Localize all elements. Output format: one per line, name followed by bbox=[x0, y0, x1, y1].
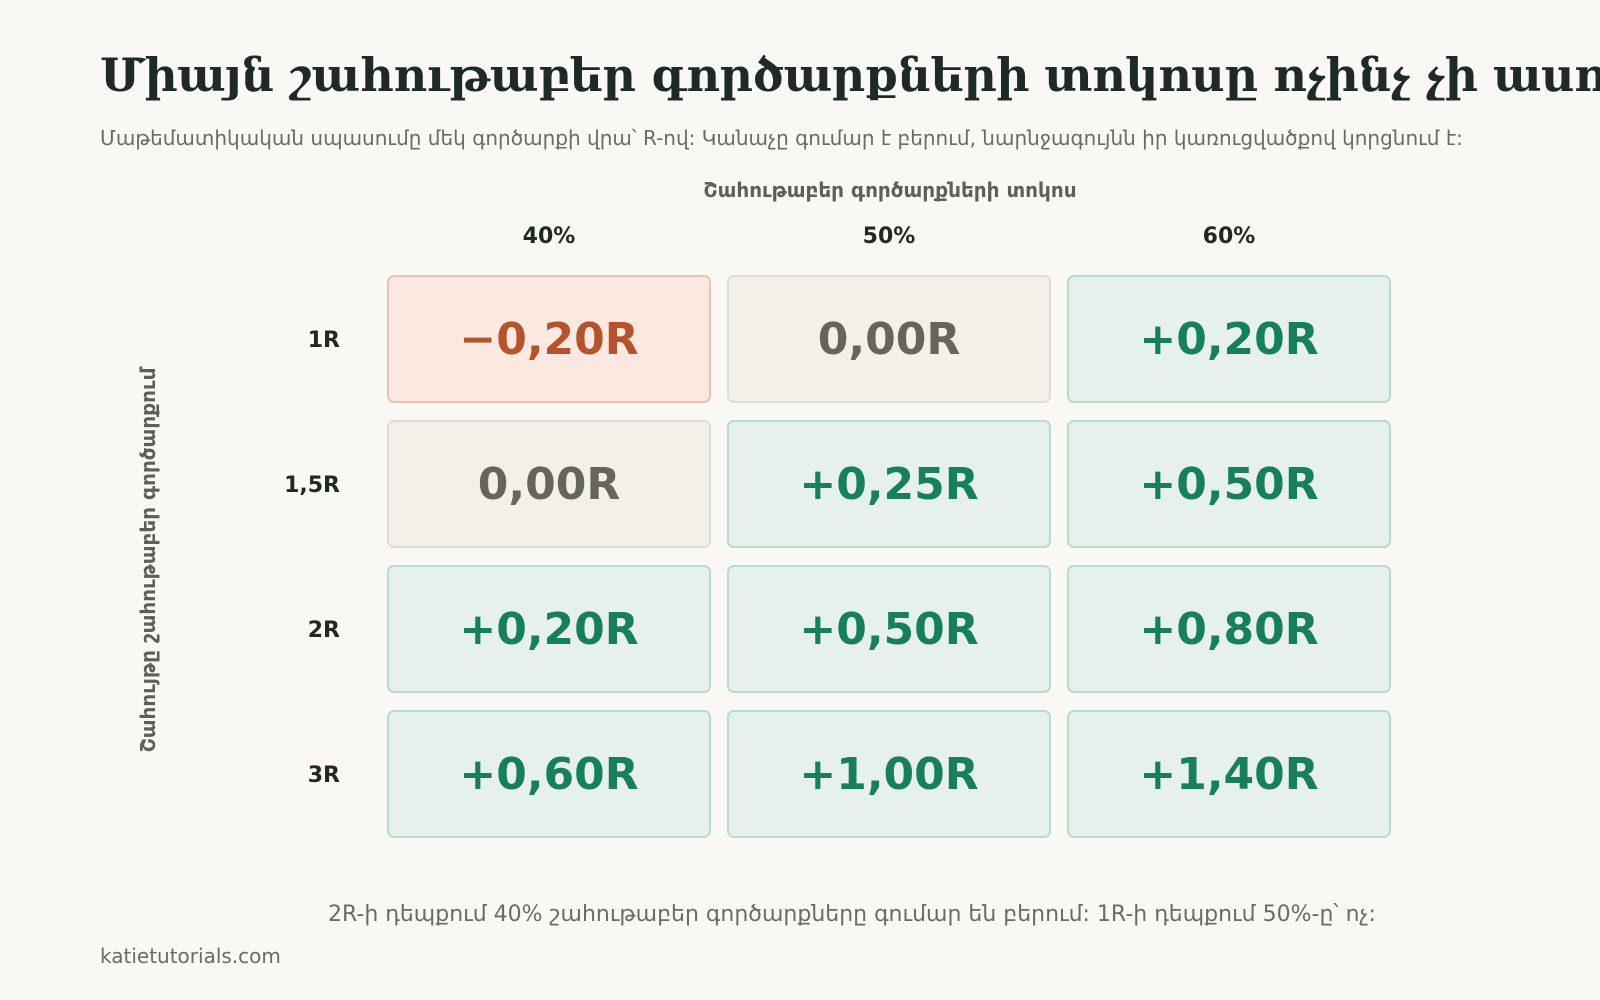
source-credit: katietutorials.com bbox=[100, 944, 281, 968]
page-title: Միայն շահութաբեր գործարքների տոկոսը ոչին… bbox=[100, 48, 1600, 102]
row-header: 3R bbox=[307, 763, 340, 788]
heatmap-cell: +0,50R bbox=[727, 565, 1051, 693]
footnote: 2R-ի դեպքում 40% շահութաբեր գործարքները … bbox=[328, 902, 1376, 927]
row-header: 1R bbox=[307, 328, 340, 353]
heatmap-cell: +1,00R bbox=[727, 710, 1051, 838]
heatmap-cell: +0,25R bbox=[727, 420, 1051, 548]
heatmap-cell: +0,80R bbox=[1067, 565, 1391, 693]
heatmap-cell: 0,00R bbox=[727, 275, 1051, 403]
column-header: 50% bbox=[862, 224, 916, 249]
x-axis-title: Շահութաբեր գործարքների տոկոս bbox=[703, 178, 1077, 202]
row-header: 1,5R bbox=[284, 473, 340, 498]
heatmap-cell: +0,20R bbox=[387, 565, 711, 693]
heatmap-cell: −0,20R bbox=[387, 275, 711, 403]
y-axis-title: Շահույթը շահութաբեր գործարքում bbox=[136, 367, 160, 753]
column-header: 60% bbox=[1202, 224, 1256, 249]
row-header: 2R bbox=[307, 618, 340, 643]
heatmap-cell: +1,40R bbox=[1067, 710, 1391, 838]
heatmap-cell: 0,00R bbox=[387, 420, 711, 548]
column-header: 40% bbox=[522, 224, 576, 249]
page-subtitle: Մաթեմատիկական սպասումը մեկ գործարքի վրա՝… bbox=[100, 126, 1463, 150]
heatmap-cell: +0,60R bbox=[387, 710, 711, 838]
heatmap-cell: +0,50R bbox=[1067, 420, 1391, 548]
heatmap-cell: +0,20R bbox=[1067, 275, 1391, 403]
